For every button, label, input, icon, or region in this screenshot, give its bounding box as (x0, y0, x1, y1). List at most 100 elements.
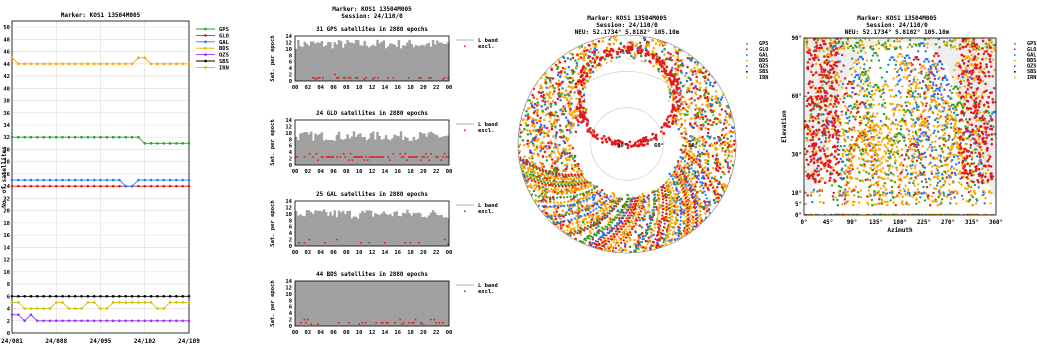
track-point (552, 181, 556, 184)
track-point (678, 236, 681, 240)
data-point (143, 184, 147, 188)
track-point (557, 177, 560, 181)
data-point (86, 135, 90, 139)
track-point (671, 237, 674, 240)
track-point (551, 92, 555, 96)
track-point (588, 193, 591, 197)
track-point (528, 107, 531, 110)
track-point (677, 228, 680, 232)
data-point (111, 178, 115, 182)
track-point (728, 131, 731, 134)
track-point (595, 56, 599, 59)
epoch-bar (307, 281, 311, 326)
epoch-bar (376, 39, 379, 81)
track-point (657, 251, 660, 253)
track-point (557, 59, 561, 62)
chart-title: Marker: KOS1 13504M005 (587, 15, 667, 22)
epoch-bar (352, 281, 356, 326)
data-point (99, 319, 102, 323)
track-point (641, 231, 644, 235)
track-point (693, 66, 696, 70)
track-point (585, 191, 588, 194)
track-point (704, 70, 708, 73)
track-point (575, 181, 578, 184)
excl-point (361, 156, 364, 158)
track-point (681, 172, 684, 176)
data-point (42, 307, 45, 310)
chart-title: Marker: KOS1 13504M005 (61, 12, 141, 19)
track-point (647, 194, 650, 197)
data-point (181, 184, 184, 188)
epoch-bar (348, 138, 351, 165)
excl-point (308, 238, 311, 241)
track-point (530, 170, 533, 173)
track-point (628, 217, 631, 220)
track-point (707, 172, 711, 176)
track-point (571, 56, 575, 60)
track-point (536, 185, 539, 188)
excl-point (430, 152, 432, 155)
track-point (721, 147, 724, 150)
y-tick-label: 46 (3, 50, 10, 56)
track-point (708, 211, 711, 214)
track-point (600, 212, 604, 216)
track-point (662, 183, 665, 187)
x-tick-label: 10 (356, 330, 363, 336)
track-point (552, 221, 555, 224)
data-point (149, 178, 153, 182)
track-point (681, 241, 685, 244)
data-point (105, 184, 109, 188)
excl-point (418, 241, 420, 244)
track-point (541, 140, 544, 144)
track-point (580, 74, 584, 78)
track-point (545, 155, 548, 159)
track-point (611, 191, 615, 195)
epoch-bar (344, 43, 347, 81)
track-point (703, 96, 707, 100)
epoch-bar (425, 281, 428, 326)
track-point (702, 207, 706, 211)
excl-point (349, 152, 352, 155)
track-point (632, 203, 635, 206)
track-point (680, 184, 683, 187)
track-point (568, 104, 572, 107)
epoch-bar (444, 136, 448, 165)
track-point (582, 53, 586, 56)
track-point (668, 193, 671, 196)
epoch-bar (312, 213, 315, 246)
track-point (615, 39, 618, 42)
track-point (567, 206, 571, 209)
track-point (661, 250, 665, 253)
track-point (736, 161, 739, 164)
track-point (689, 236, 692, 239)
track-point (670, 110, 674, 114)
track-point (637, 202, 641, 205)
epoch-bar (350, 136, 354, 165)
epoch-bar (434, 281, 437, 326)
track-point (690, 229, 693, 232)
track-point (574, 116, 578, 120)
track-point (574, 237, 577, 241)
track-point (566, 57, 570, 60)
track-point (641, 246, 645, 249)
track-point (533, 163, 537, 166)
track-point (566, 137, 570, 141)
track-point (553, 168, 556, 171)
track-point (682, 211, 685, 214)
epoch-bar (431, 281, 435, 326)
data-point (80, 319, 83, 323)
track-point (588, 243, 591, 246)
track-point (699, 67, 702, 71)
track-point (525, 160, 528, 163)
epoch-bar (327, 42, 330, 81)
track-point (695, 180, 698, 184)
track-point (672, 230, 676, 233)
track-point (523, 127, 526, 131)
epoch-bar (386, 214, 390, 246)
data-point (175, 178, 178, 182)
track-point (690, 163, 694, 167)
track-point (705, 205, 709, 208)
excl-point (375, 321, 378, 324)
track-point (604, 225, 607, 228)
track-point (605, 242, 608, 245)
